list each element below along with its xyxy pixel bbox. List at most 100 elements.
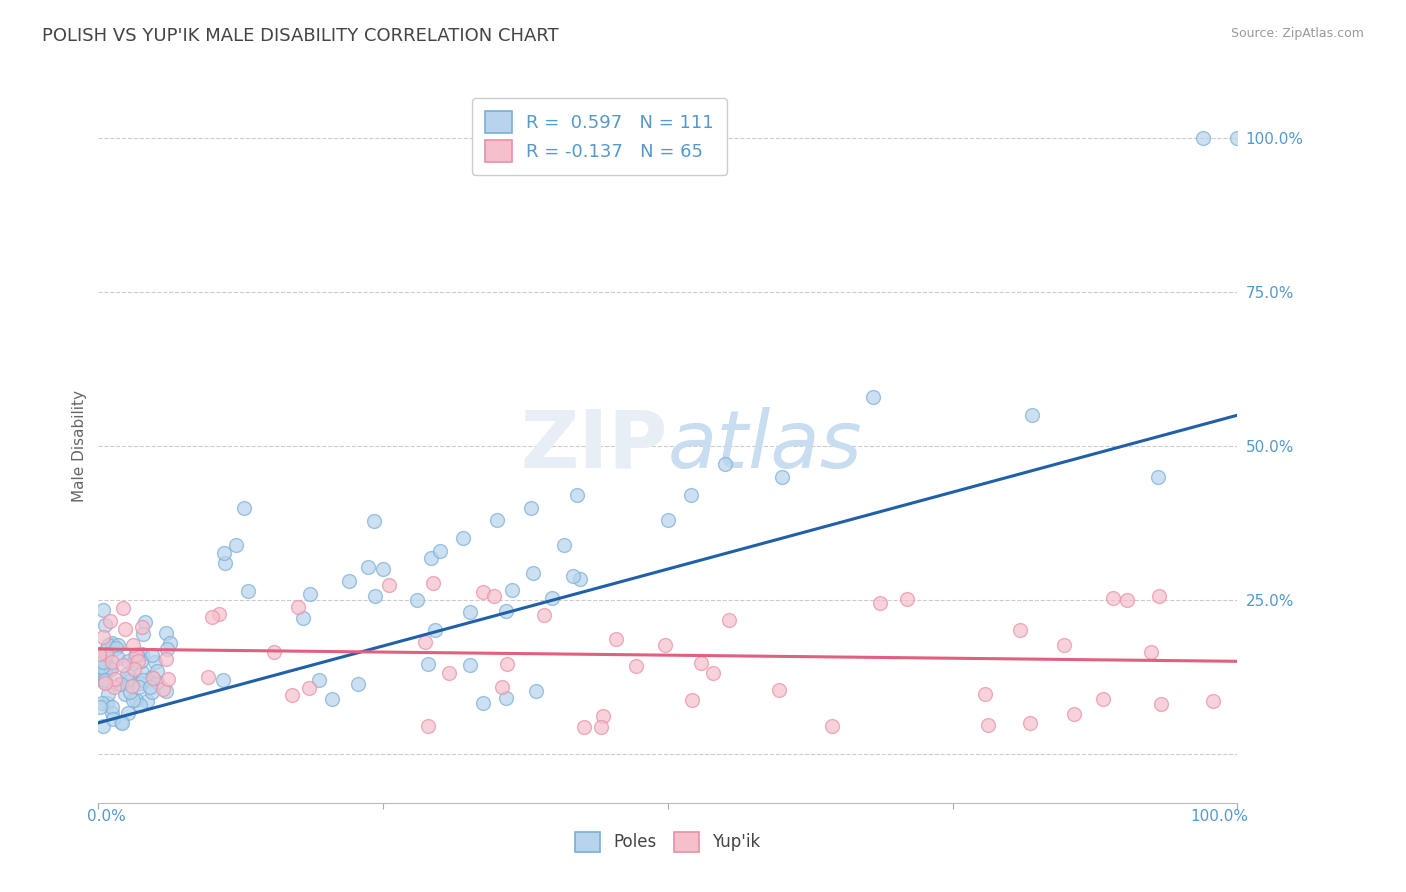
Point: [1063, 706, 1085, 721]
Point: [718, 613, 741, 627]
Point: [422, 576, 444, 591]
Point: [491, 681, 513, 695]
Point: [108, 676, 131, 690]
Point: [321, 691, 343, 706]
Point: [298, 681, 321, 695]
Point: [122, 656, 145, 670]
Point: [357, 559, 380, 574]
Point: [118, 684, 141, 698]
Point: [91, 655, 114, 669]
Point: [197, 669, 219, 683]
Point: [128, 698, 150, 712]
Legend: Poles, Yup'ik: Poles, Yup'ik: [569, 825, 766, 859]
Point: [97, 687, 120, 701]
Point: [212, 546, 235, 560]
Point: [146, 664, 169, 678]
Point: [96, 657, 118, 672]
Point: [131, 647, 153, 661]
Point: [131, 620, 153, 634]
Point: [100, 614, 122, 628]
Point: [156, 672, 179, 686]
Point: [110, 677, 132, 691]
Point: [122, 638, 145, 652]
Point: [146, 674, 169, 689]
Point: [472, 584, 495, 599]
Point: [820, 719, 842, 733]
Point: [101, 638, 124, 652]
Point: [689, 656, 711, 670]
Point: [94, 673, 117, 688]
Point: [1146, 469, 1168, 483]
Point: [1010, 623, 1032, 637]
Point: [101, 636, 124, 650]
Point: [592, 708, 614, 723]
Point: [589, 720, 612, 734]
Point: [214, 556, 236, 570]
Point: [111, 716, 134, 731]
Point: [1226, 131, 1249, 145]
Point: [117, 706, 139, 720]
Point: [134, 615, 156, 630]
Point: [533, 608, 555, 623]
Point: [121, 679, 143, 693]
Point: [501, 582, 523, 597]
Point: [212, 673, 235, 688]
Point: [471, 696, 494, 710]
Point: [90, 663, 112, 677]
Point: [482, 589, 505, 603]
Point: [406, 592, 429, 607]
Point: [569, 572, 592, 586]
Point: [496, 657, 519, 672]
Point: [263, 645, 285, 659]
Point: [156, 641, 179, 656]
Point: [553, 538, 575, 552]
Point: [128, 680, 150, 694]
Point: [862, 390, 884, 404]
Point: [104, 672, 127, 686]
Point: [101, 700, 124, 714]
Point: [378, 578, 401, 592]
Point: [118, 674, 141, 689]
Text: Source: ZipAtlas.com: Source: ZipAtlas.com: [1230, 27, 1364, 40]
Point: [1021, 409, 1043, 423]
Point: [1149, 697, 1171, 711]
Point: [127, 647, 149, 661]
Point: [114, 687, 136, 701]
Point: [416, 657, 439, 671]
Point: [420, 550, 443, 565]
Point: [125, 693, 148, 707]
Point: [308, 673, 330, 688]
Point: [94, 662, 117, 676]
Text: atlas: atlas: [668, 407, 863, 485]
Point: [142, 671, 165, 685]
Point: [122, 661, 145, 675]
Point: [869, 596, 891, 610]
Point: [451, 531, 474, 545]
Point: [152, 681, 174, 696]
Point: [107, 650, 129, 665]
Point: [364, 589, 387, 603]
Point: [143, 655, 166, 669]
Point: [96, 696, 118, 710]
Point: [896, 591, 918, 606]
Point: [1192, 131, 1215, 145]
Y-axis label: Male Disability: Male Disability: [72, 390, 87, 502]
Point: [495, 691, 517, 706]
Text: 0.0%: 0.0%: [87, 809, 125, 824]
Point: [115, 673, 138, 687]
Point: [572, 720, 595, 734]
Point: [127, 654, 149, 668]
Point: [93, 674, 115, 689]
Point: [624, 659, 647, 673]
Point: [225, 538, 247, 552]
Point: [561, 568, 583, 582]
Point: [97, 638, 120, 652]
Point: [1102, 591, 1125, 605]
Point: [104, 641, 127, 656]
Point: [236, 584, 259, 599]
Point: [117, 654, 139, 668]
Point: [363, 514, 385, 528]
Point: [110, 715, 132, 730]
Point: [101, 706, 124, 720]
Point: [1052, 638, 1074, 652]
